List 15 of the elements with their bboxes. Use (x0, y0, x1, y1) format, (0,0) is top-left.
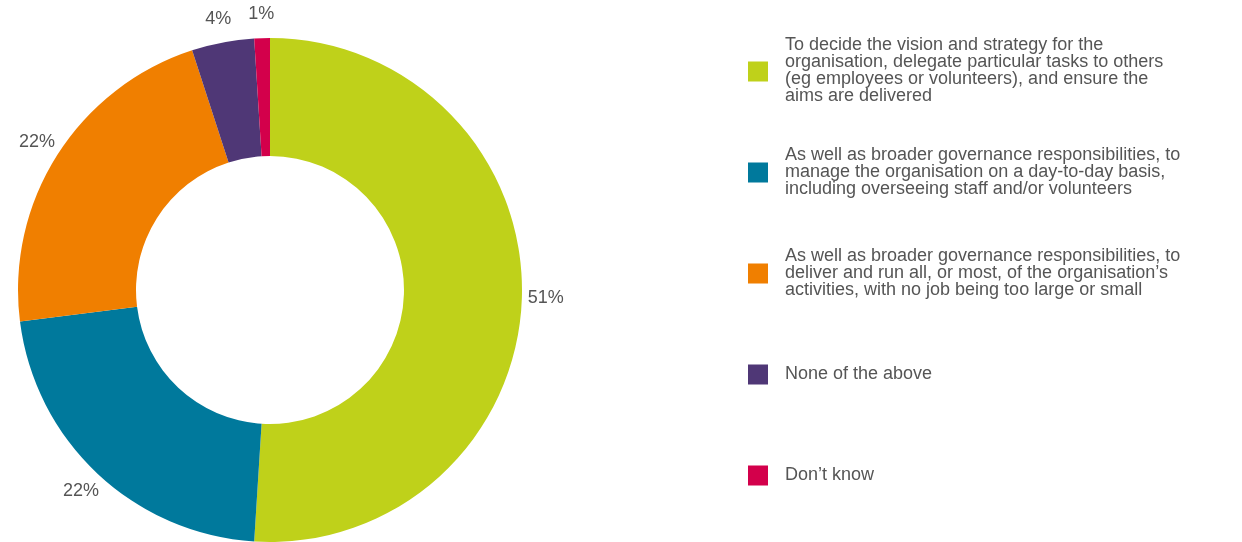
donut-slice (254, 38, 522, 542)
legend-label: As well as broader governance responsibilities, to manage the organisation on a day-to-day basis, including overseeing staff and/or volunteers (785, 143, 1181, 198)
legend-label: None of the above (785, 362, 933, 383)
legend-label: Don’t know (785, 463, 876, 484)
legend-label: As well as broader governance responsibilities, to deliver and run all, or most, of the organisation’s activities, with no job being too large or small (785, 244, 1181, 299)
donut-slice (192, 38, 262, 163)
data-label: 1% (248, 2, 275, 23)
data-label: 51% (527, 287, 564, 308)
donut-slice (19, 306, 262, 542)
data-label: 22% (63, 479, 100, 500)
data-label: 22% (18, 130, 55, 151)
donut-slice (18, 50, 229, 322)
data-label: 4% (205, 7, 232, 28)
legend-label: To decide the vision and strategy for the organisation, delegate particular tasks to others (eg employees or volunteers), and ensure the aims are delivered (785, 33, 1164, 105)
donut-slice (254, 38, 270, 157)
